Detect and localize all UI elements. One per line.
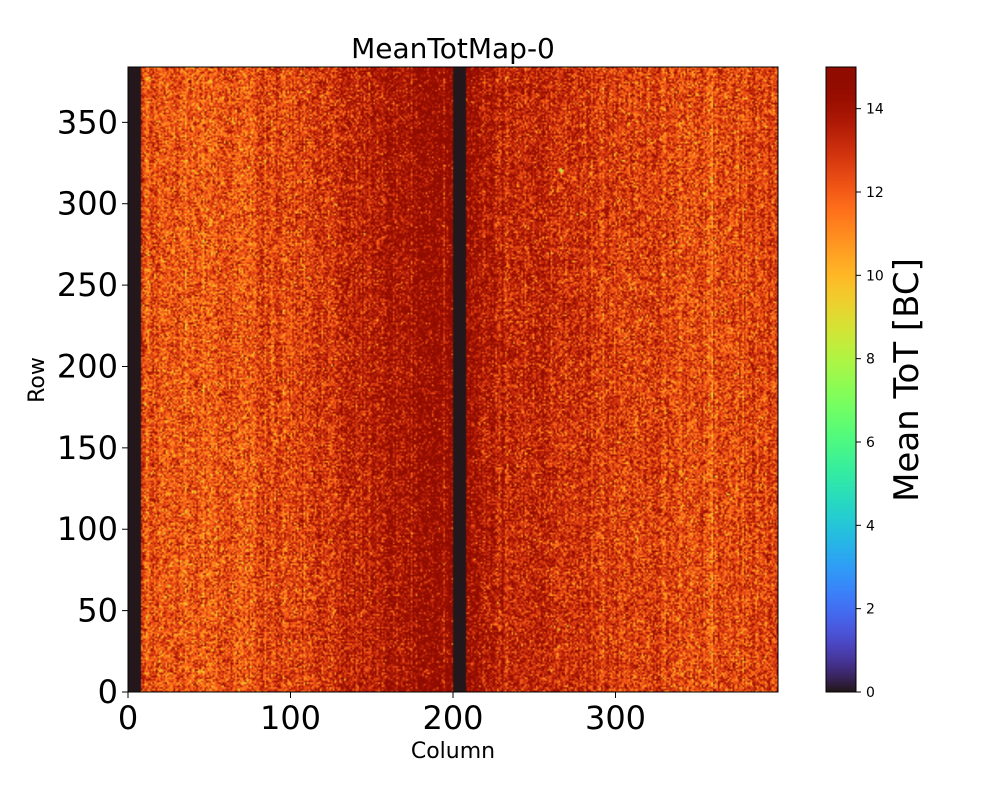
x-axis-ticks: 0 100 200 300 (118, 692, 646, 737)
colorbar-tick-label: 12 (866, 185, 884, 201)
colorbar-gradient (826, 67, 856, 692)
y-tick-label: 350 (57, 103, 118, 141)
colorbar-tick-label: 0 (866, 685, 875, 701)
y-tick-label: 100 (57, 510, 118, 548)
colorbar-tick-label: 4 (866, 518, 875, 534)
colorbar-tick-label: 10 (866, 268, 884, 284)
y-tick-label: 50 (77, 592, 118, 630)
x-tick-label: 0 (118, 699, 138, 737)
x-tick-label: 100 (260, 699, 321, 737)
y-tick-label: 0 (98, 673, 118, 711)
colorbar-tick-label: 2 (866, 602, 875, 618)
x-axis-label: Column (411, 739, 495, 764)
y-tick-label: 250 (57, 266, 118, 304)
y-tick-label: 150 (57, 429, 118, 467)
y-axis-label: Row (25, 357, 50, 403)
y-tick-label: 200 (57, 347, 118, 385)
colorbar-tick-label: 14 (866, 102, 884, 118)
x-tick-label: 300 (585, 699, 646, 737)
chart-title: MeanTotMap-0 (351, 32, 555, 65)
colorbar-ticks: 0 2 4 6 8 10 12 14 (856, 102, 884, 701)
colorbar-frame (825, 66, 857, 693)
colorbar-tick-label: 8 (866, 352, 875, 368)
x-tick-label: 200 (422, 699, 483, 737)
y-axis-ticks: 0 50 100 150 200 250 300 350 (57, 103, 128, 711)
y-tick-label: 300 (57, 185, 118, 223)
colorbar-tick-label: 6 (866, 435, 875, 451)
colorbar-label: Mean ToT [BC] (887, 258, 927, 502)
heatmap-image (128, 67, 778, 692)
